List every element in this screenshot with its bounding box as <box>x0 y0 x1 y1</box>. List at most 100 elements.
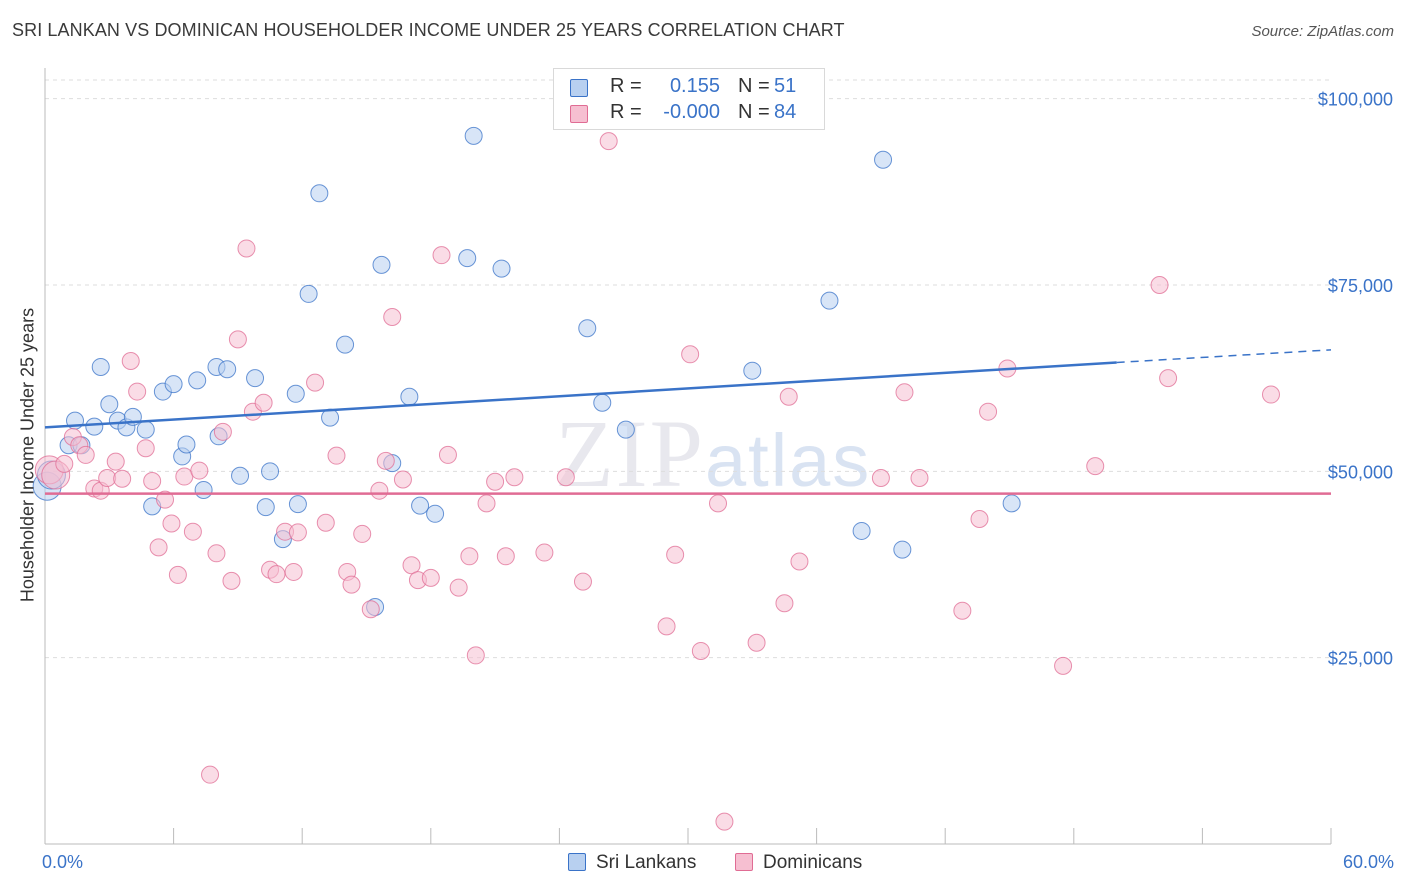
dominicans-point <box>910 469 929 488</box>
sri-lankans-point <box>286 384 305 403</box>
dominicans-point <box>871 469 890 488</box>
dominicans-point <box>438 445 457 464</box>
sri-lankans-point <box>194 480 213 499</box>
dominicans-point <box>775 594 794 613</box>
dominicans-point <box>691 641 710 660</box>
bottom-legend-dominicans[interactable]: Dominicans <box>735 852 862 874</box>
chart-title: SRI LANKAN VS DOMINICAN HOUSEHOLDER INCO… <box>12 20 845 40</box>
dominicans-point <box>599 132 618 151</box>
sri-lankans-point <box>492 259 511 278</box>
dominicans-point <box>895 383 914 402</box>
dominicans-point <box>106 452 125 471</box>
dominicans-point <box>376 451 395 470</box>
legend-swatch-dominicans <box>570 105 588 123</box>
dominicans-point <box>535 543 554 562</box>
sri-lankans-point <box>743 361 762 380</box>
y-tick-label: $50,000 <box>1328 462 1393 482</box>
dominicans-point <box>432 246 451 265</box>
sri-lankans-point <box>261 462 280 481</box>
y-tick-label: $75,000 <box>1328 276 1393 296</box>
legend-r-label: R = <box>610 101 642 123</box>
sri-lankans-point <box>100 395 119 414</box>
sri-lankans-point <box>246 369 265 388</box>
trend-lines <box>44 349 1332 495</box>
dominicans-point <box>779 387 798 406</box>
bottom-legend-sri-lankans[interactable]: Sri Lankans <box>568 852 696 874</box>
dominicans-point <box>402 556 421 575</box>
legend-n-value: 51 <box>774 75 797 97</box>
dominicans-point <box>486 472 505 491</box>
sri-lankans-point <box>85 417 104 436</box>
dominicans-point <box>228 330 247 349</box>
dominicans-point <box>383 308 402 327</box>
grid-lines <box>45 79 1331 659</box>
y-axis-label: Householder Income Under 25 years <box>17 307 38 603</box>
sri-lankans-point <box>400 387 419 406</box>
sri-lankans-point <box>231 466 250 485</box>
sri-lankans-point <box>91 357 110 376</box>
dominicans-point <box>306 373 325 392</box>
sri-lankans-point <box>458 249 477 268</box>
sri-lankans-point <box>336 335 355 354</box>
dominicans-point <box>681 345 700 364</box>
bottom-legend-label-dominicans: Dominicans <box>763 852 863 873</box>
dominicans-point <box>162 514 181 533</box>
legend-n-label: N = <box>738 75 770 97</box>
legend-swatch-sri-lankans <box>570 79 588 97</box>
dominicans-point <box>353 524 372 543</box>
chart-source: Source: ZipAtlas.com <box>1251 23 1394 40</box>
legend-r-value: 0.155 <box>669 75 720 97</box>
dominicans-point <box>128 382 147 401</box>
x-axis-max-label: 60.0% <box>1342 852 1394 872</box>
bottom-legend-swatch-sri-lankans <box>568 853 586 871</box>
dominicans-point <box>393 470 412 489</box>
axes <box>44 68 1332 845</box>
y-tick-label: $25,000 <box>1328 649 1393 669</box>
legend-r-value: -0.000 <box>663 101 720 123</box>
dominicans-point <box>222 571 241 590</box>
dominicans-point <box>361 600 380 619</box>
dominicans-point <box>370 481 389 500</box>
dominicans-point <box>316 513 335 532</box>
sri-lankans-point <box>288 495 307 514</box>
sri-lankans-point <box>1002 494 1021 513</box>
dominicans-point <box>76 445 95 464</box>
dominicans-point <box>237 239 256 258</box>
sri-lankans-trend-extension <box>1116 349 1332 364</box>
dominicans-point <box>284 562 303 581</box>
sri-lankans-point <box>256 498 275 517</box>
dominicans-point <box>970 510 989 529</box>
dominicans-point <box>149 538 168 557</box>
dominicans-point <box>460 547 479 566</box>
dominicans-point <box>709 494 728 513</box>
dominicans-point <box>136 439 155 458</box>
dominicans-point <box>288 523 307 542</box>
dominicans-point <box>190 461 209 480</box>
sri-lankans-point <box>893 540 912 559</box>
dominicans-point <box>1150 275 1169 294</box>
sri-lankans-point <box>852 521 871 540</box>
sri-lankans-point <box>464 126 483 145</box>
dominicans-point <box>666 545 685 564</box>
dominicans-point <box>477 494 496 513</box>
dominicans-point <box>496 547 515 566</box>
legend-row-sri-lankans: R = 0.155 N = 51 <box>554 75 824 101</box>
watermark-atlas: atlas <box>705 419 872 502</box>
watermark: ZIPatlas <box>555 398 871 509</box>
dominicans-point <box>201 765 220 784</box>
bottom-legend-swatch-dominicans <box>735 853 753 871</box>
sri-lankans-point <box>372 255 391 274</box>
sri-lankans-point <box>426 504 445 523</box>
sri-lankans-point <box>593 393 612 412</box>
dominicans-point <box>327 446 346 465</box>
sri-lankans-point <box>874 150 893 169</box>
dominicans-point <box>1261 385 1280 404</box>
sri-lankans-point <box>299 284 318 303</box>
dominicans-point <box>183 522 202 541</box>
dominicans-point <box>55 454 74 473</box>
dominicans-point <box>747 633 766 652</box>
legend-r-label: R = <box>610 75 642 97</box>
dominicans-point <box>175 467 194 486</box>
sri-lankans-point <box>177 435 196 454</box>
